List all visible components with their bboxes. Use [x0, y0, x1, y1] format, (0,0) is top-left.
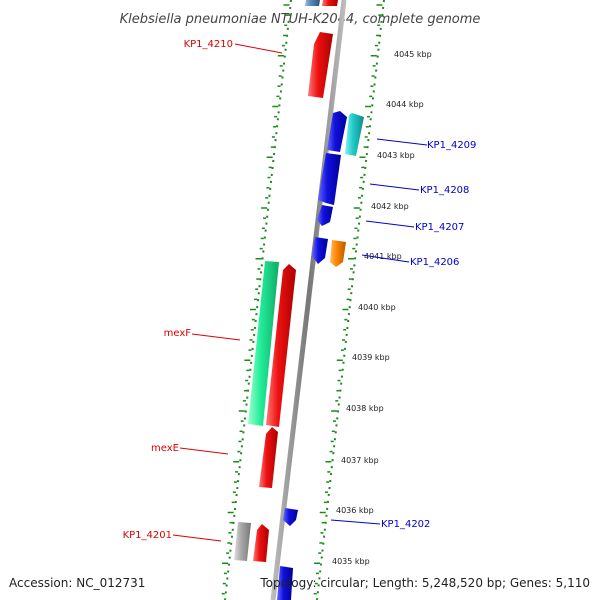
inner-dotted-ring [224, 0, 292, 600]
gene-mexf-red [266, 264, 296, 427]
label-kp1-4206: KP1_4206 [410, 257, 459, 268]
gene-bottom-blue [277, 566, 293, 600]
gene-kp1-4202 [283, 508, 298, 526]
dotted-rings [224, 0, 385, 600]
scale-label-4038: 4038 kbp [346, 404, 384, 413]
gene-top-steel [305, 0, 320, 6]
gene-mexe [259, 427, 278, 488]
gene-kp1-4208 [318, 153, 341, 205]
leader-mexe [179, 447, 229, 455]
gene-kp1-4201-red [253, 524, 269, 562]
scale-ticks [221, 4, 383, 595]
scale-label-4042: 4042 kbp [371, 202, 409, 211]
label-kp1-4202: KP1_4202 [381, 519, 430, 530]
scale-label-4040: 4040 kbp [358, 303, 396, 312]
leader-kp1-4202 [330, 519, 381, 525]
gene-kp1-4209-blue [327, 111, 347, 152]
genome-backbone [270, 0, 347, 600]
gene-kp1-4206-blue [312, 237, 328, 264]
gene-kp1-4201-gray [234, 522, 251, 561]
scale-label-4039: 4039 kbp [352, 353, 390, 362]
gene-labels: KP1_4210 KP1_4209 KP1_4208 KP1_4207 KP1_… [123, 39, 477, 541]
gene-features [234, 0, 364, 600]
scale-label-4036: 4036 kbp [336, 506, 374, 515]
outer-dotted-ring [316, 0, 385, 600]
gene-mexf-teal [248, 261, 279, 426]
gene-kp1-4206-orange [330, 240, 346, 267]
scale-label-4035: 4035 kbp [332, 557, 370, 566]
scale-label-4037: 4037 kbp [341, 456, 379, 465]
leader-kp1-4210 [234, 43, 283, 54]
scale-labels: 4045 kbp 4044 kbp 4043 kbp 4042 kbp 4041… [332, 50, 432, 566]
genome-summary-text: Topology: circular; Length: 5,248,520 bp… [259, 576, 590, 590]
gene-kp1-4209-cyan [345, 113, 364, 156]
gene-kp1-4210 [308, 32, 333, 98]
label-kp1-4201: KP1_4201 [123, 530, 172, 541]
scale-label-4041: 4041 kbp [364, 252, 402, 261]
accession-text: Accession: NC_012731 [9, 576, 145, 590]
label-kp1-4208: KP1_4208 [420, 185, 469, 196]
label-kp1-4207: KP1_4207 [415, 222, 464, 233]
label-mexf: mexF [164, 328, 192, 339]
scale-label-4044: 4044 kbp [386, 100, 424, 109]
leader-kp1-4206 [361, 254, 410, 263]
label-kp1-4210: KP1_4210 [184, 39, 233, 50]
label-mexe: mexE [151, 443, 179, 454]
leader-kp1-4209 [376, 138, 428, 146]
scale-label-4043: 4043 kbp [377, 151, 415, 160]
label-kp1-4209: KP1_4209 [427, 140, 476, 151]
label-leader-lines [172, 43, 428, 542]
scale-label-4045: 4045 kbp [394, 50, 432, 59]
leader-mexf [191, 333, 241, 341]
gene-top-red [322, 0, 338, 6]
leader-kp1-4208 [369, 183, 420, 191]
leader-kp1-4201 [172, 534, 222, 542]
map-title: Klebsiella pneumoniae NTUH-K2044, comple… [120, 12, 481, 27]
gene-kp1-4207 [317, 205, 333, 226]
leader-kp1-4207 [365, 220, 415, 228]
